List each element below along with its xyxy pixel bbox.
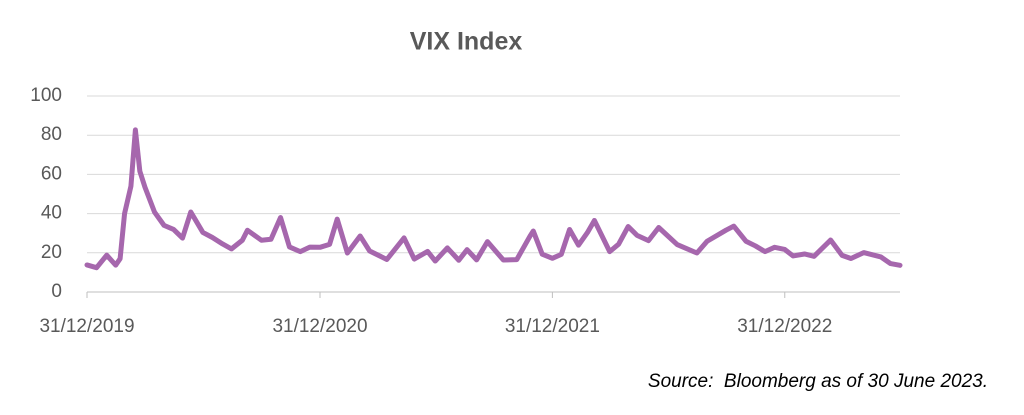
y-tick-label: 20 — [41, 242, 62, 263]
y-tick-label: 40 — [41, 203, 62, 224]
chart-title: VIX Index — [410, 28, 523, 56]
x-tick-label: 31/12/2022 — [737, 316, 832, 337]
x-tick-label: 31/12/2021 — [505, 316, 600, 337]
y-tick-label: 60 — [41, 163, 62, 184]
y-tick-label: 100 — [30, 85, 62, 106]
y-tick-label: 80 — [41, 124, 62, 145]
source-note: Source: Bloomberg as of 30 June 2023. — [648, 371, 988, 392]
x-tick-label: 31/12/2019 — [39, 316, 134, 337]
y-tick-label: 0 — [51, 281, 62, 302]
x-tick-label: 31/12/2020 — [272, 316, 367, 337]
data-line — [84, 127, 903, 271]
